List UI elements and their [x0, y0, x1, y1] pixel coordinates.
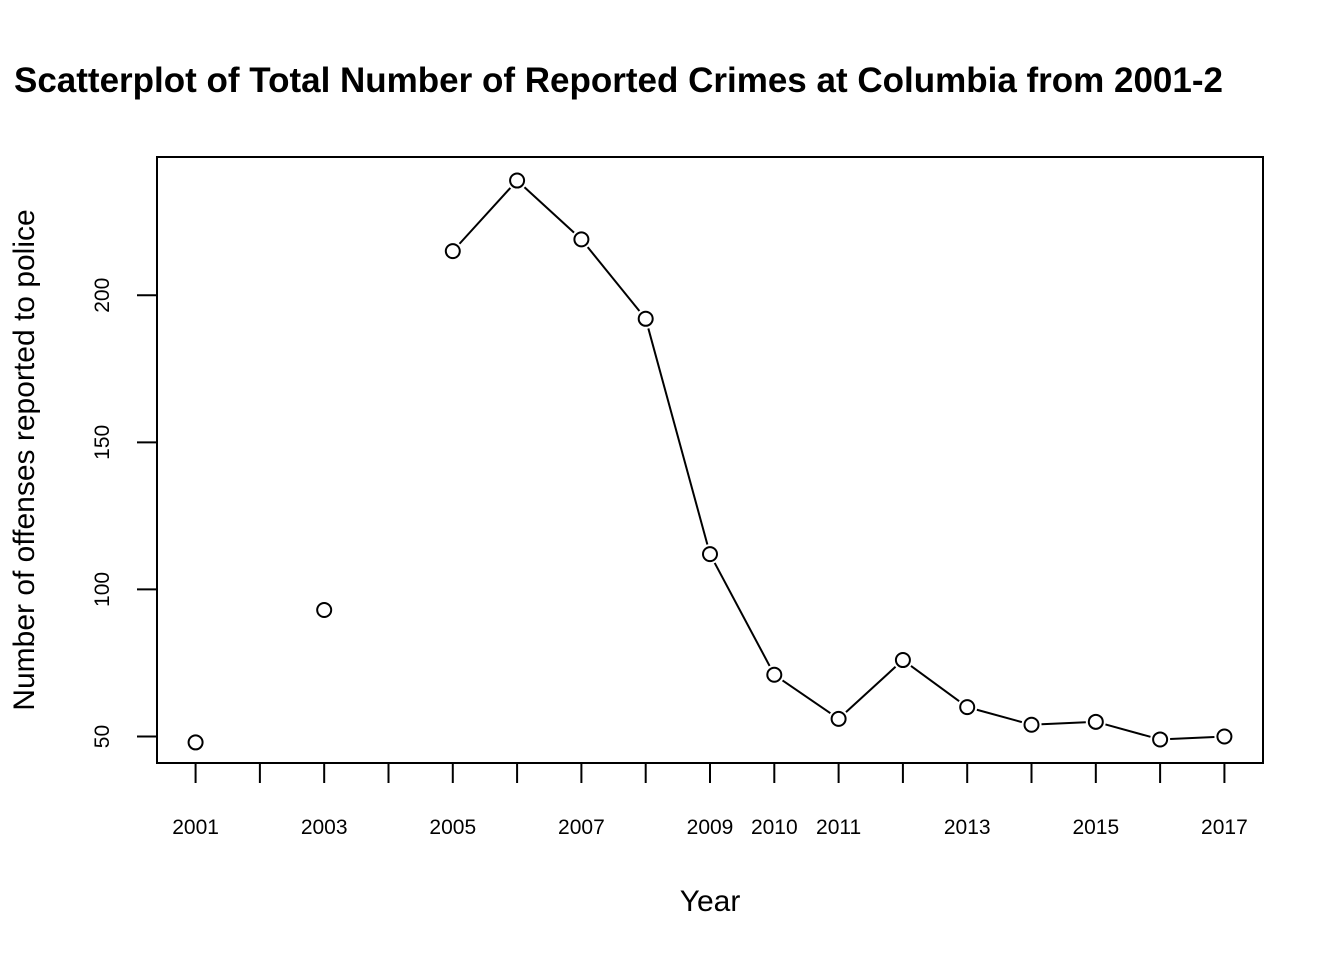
data-point: [1023, 716, 1040, 733]
line-segment: [781, 679, 831, 715]
data-point: [444, 243, 461, 260]
data-point: [959, 699, 976, 716]
data-point: [509, 172, 526, 189]
data-point: [573, 231, 590, 248]
data-point: [830, 710, 847, 727]
line-segment: [1105, 723, 1151, 738]
data-point: [637, 310, 654, 327]
line-segment: [1041, 721, 1086, 726]
data-point: [316, 602, 333, 619]
chart-title: Scatterplot of Total Number of Reported …: [14, 61, 1223, 100]
data-point: [766, 666, 783, 683]
x-tick-label: 2009: [687, 816, 734, 839]
plot-frame: [156, 156, 1264, 764]
data-point: [187, 734, 204, 751]
line-segment: [976, 708, 1023, 724]
y-tick-label: 50: [91, 725, 114, 748]
x-tick-label: 2011: [816, 816, 861, 839]
data-point: [1152, 731, 1169, 748]
data-point: [894, 652, 911, 669]
y-tick-label: 150: [91, 425, 114, 460]
x-tick-label: 2017: [1201, 816, 1248, 839]
line-segment: [586, 246, 641, 312]
y-tick-label: 100: [91, 572, 114, 607]
line-segment: [523, 186, 575, 234]
x-tick-label: 2001: [172, 816, 219, 839]
x-tick-label: 2015: [1072, 816, 1119, 839]
data-point: [1216, 728, 1233, 745]
x-tick-label: 2005: [429, 816, 476, 839]
data-points: [187, 172, 1233, 751]
x-tick-label: 2003: [301, 816, 348, 839]
y-tick-label: 200: [91, 278, 114, 313]
x-tick-label: 2013: [944, 816, 991, 839]
line-segment: [845, 666, 897, 713]
x-axis: 2001 2003 2005 2007 2009 2010 2011 2013 2015 2017: [172, 762, 1248, 839]
x-axis-title: Year: [680, 885, 741, 918]
x-tick-label: 2007: [558, 816, 605, 839]
series-line: [458, 186, 1215, 741]
line-segment: [910, 665, 960, 703]
y-axis-title: Number of offenses reported to police: [8, 209, 41, 710]
data-point: [702, 546, 718, 563]
x-tick-label: 2010: [751, 816, 798, 839]
line-segment: [458, 187, 512, 245]
y-axis: 50 100 150 200: [91, 278, 158, 748]
data-point: [1087, 713, 1104, 730]
line-segment: [713, 562, 771, 667]
line-segment: [1170, 735, 1215, 741]
line-segment: [647, 328, 709, 545]
